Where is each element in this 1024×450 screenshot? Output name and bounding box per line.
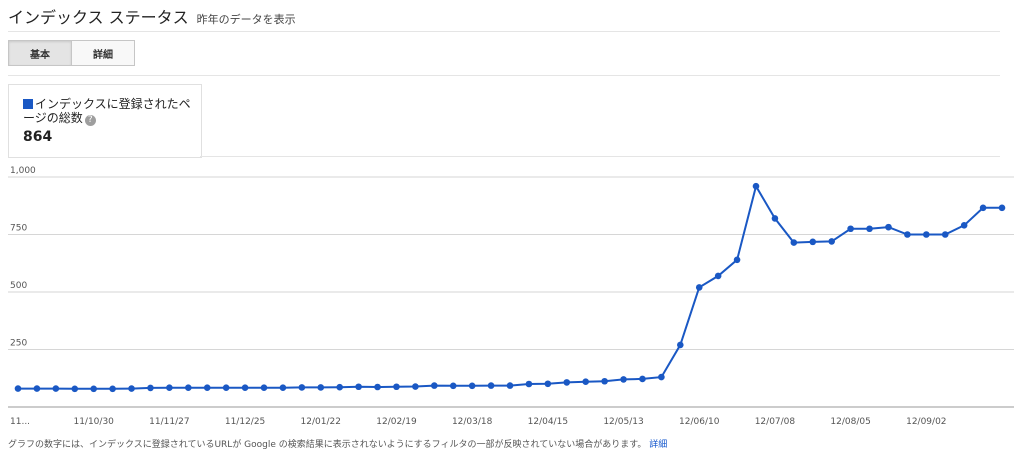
data-point xyxy=(714,272,722,280)
x-tick-label: 12/05/13 xyxy=(603,417,643,427)
data-point xyxy=(506,382,514,389)
series-label: インデックスに登録されたページの総数 xyxy=(23,97,191,125)
data-point xyxy=(298,384,306,391)
data-point xyxy=(979,204,987,212)
data-point xyxy=(90,385,97,393)
page-header: インデックス ステータス 昨年のデータを表示 xyxy=(8,4,296,30)
data-point xyxy=(885,223,892,231)
data-point xyxy=(431,382,438,389)
data-point xyxy=(790,239,798,246)
data-point xyxy=(222,384,230,391)
data-point xyxy=(374,383,381,391)
data-point xyxy=(487,382,495,389)
x-tick-label: 12/04/15 xyxy=(528,417,568,427)
data-point xyxy=(317,384,325,391)
data-point xyxy=(960,222,968,229)
x-tick-label: 11/12/25 xyxy=(225,417,265,427)
x-tick-label: 12/09/02 xyxy=(906,417,946,427)
data-point xyxy=(468,382,476,390)
x-tick-label: 11/11/27 xyxy=(149,417,189,427)
question-circle-icon[interactable]: ? xyxy=(84,115,96,126)
x-tick-label: 12/01/22 xyxy=(301,417,341,427)
tab-advanced[interactable]: 詳細 xyxy=(72,40,135,66)
data-point xyxy=(185,384,192,391)
data-point xyxy=(279,384,287,391)
data-point xyxy=(563,379,571,386)
tab-basic[interactable]: 基本 xyxy=(8,40,72,66)
data-point xyxy=(998,204,1006,212)
data-point xyxy=(601,377,608,385)
x-tick-label: 12/02/19 xyxy=(376,417,417,427)
series-legend[interactable]: インデックスに登録されたページの総数? xyxy=(23,97,199,126)
data-point xyxy=(752,182,760,190)
data-point xyxy=(771,215,779,222)
data-point xyxy=(639,375,646,383)
y-tick-label: 750 xyxy=(10,224,27,234)
total-count: 864 xyxy=(23,129,53,145)
x-tick-label: 12/06/10 xyxy=(679,417,720,427)
data-point xyxy=(828,238,835,245)
view-tabs: 基本 詳細 xyxy=(8,40,135,66)
index-status-chart: 250 500 750 1,000 11... 11/10/30 11/11/27 11/12… xyxy=(8,166,1014,427)
data-point xyxy=(677,341,684,349)
data-point xyxy=(847,225,854,233)
data-point xyxy=(449,382,457,390)
data-point xyxy=(544,380,552,388)
y-tick-label: 1,000 xyxy=(10,166,36,176)
x-tick-label: 12/03/18 xyxy=(452,417,493,427)
learn-more-link[interactable]: 詳細 xyxy=(649,440,668,450)
data-point xyxy=(525,380,533,388)
data-point xyxy=(695,284,703,291)
data-point xyxy=(941,231,949,238)
data-point xyxy=(166,384,173,391)
x-tick-label: 11... xyxy=(10,417,30,427)
footer-note: グラフの数字には、インデックスに登録されているURLが Google の検索結果… xyxy=(8,437,667,450)
data-point xyxy=(733,256,741,264)
card-divider xyxy=(200,156,1000,157)
data-point xyxy=(203,384,211,391)
summary-card: インデックスに登録されたページの総数? 864 xyxy=(8,84,202,158)
data-point xyxy=(147,384,154,392)
x-tick-label: 12/08/05 xyxy=(830,417,870,427)
data-point xyxy=(128,385,135,392)
data-point xyxy=(809,238,817,246)
data-point xyxy=(620,376,627,383)
data-point xyxy=(109,385,116,393)
data-point xyxy=(904,231,911,238)
series-line xyxy=(18,183,1002,390)
x-tick-label: 12/07/08 xyxy=(755,417,796,427)
y-tick-label: 250 xyxy=(10,339,27,349)
data-point xyxy=(393,383,400,391)
y-tick-label: 500 xyxy=(10,281,27,291)
x-tick-label: 11/10/30 xyxy=(73,417,114,427)
data-point xyxy=(412,383,419,390)
data-point xyxy=(260,384,268,391)
series-swatch xyxy=(23,99,33,109)
data-point xyxy=(33,385,41,392)
data-point xyxy=(71,385,79,393)
data-point xyxy=(14,385,22,392)
data-point xyxy=(658,373,665,381)
data-point xyxy=(866,225,873,233)
data-point xyxy=(582,378,589,385)
data-point xyxy=(52,385,60,392)
data-point xyxy=(241,384,249,391)
page-subtitle: 昨年のデータを表示 xyxy=(196,13,296,26)
data-point xyxy=(336,383,343,391)
page-title: インデックス ステータス xyxy=(8,8,189,27)
data-point xyxy=(923,231,930,238)
data-point xyxy=(355,383,362,391)
tabs-divider xyxy=(8,75,1000,76)
header-divider xyxy=(8,31,1000,32)
footer-text: グラフの数字には、インデックスに登録されているURLが Google の検索結果… xyxy=(8,440,647,450)
